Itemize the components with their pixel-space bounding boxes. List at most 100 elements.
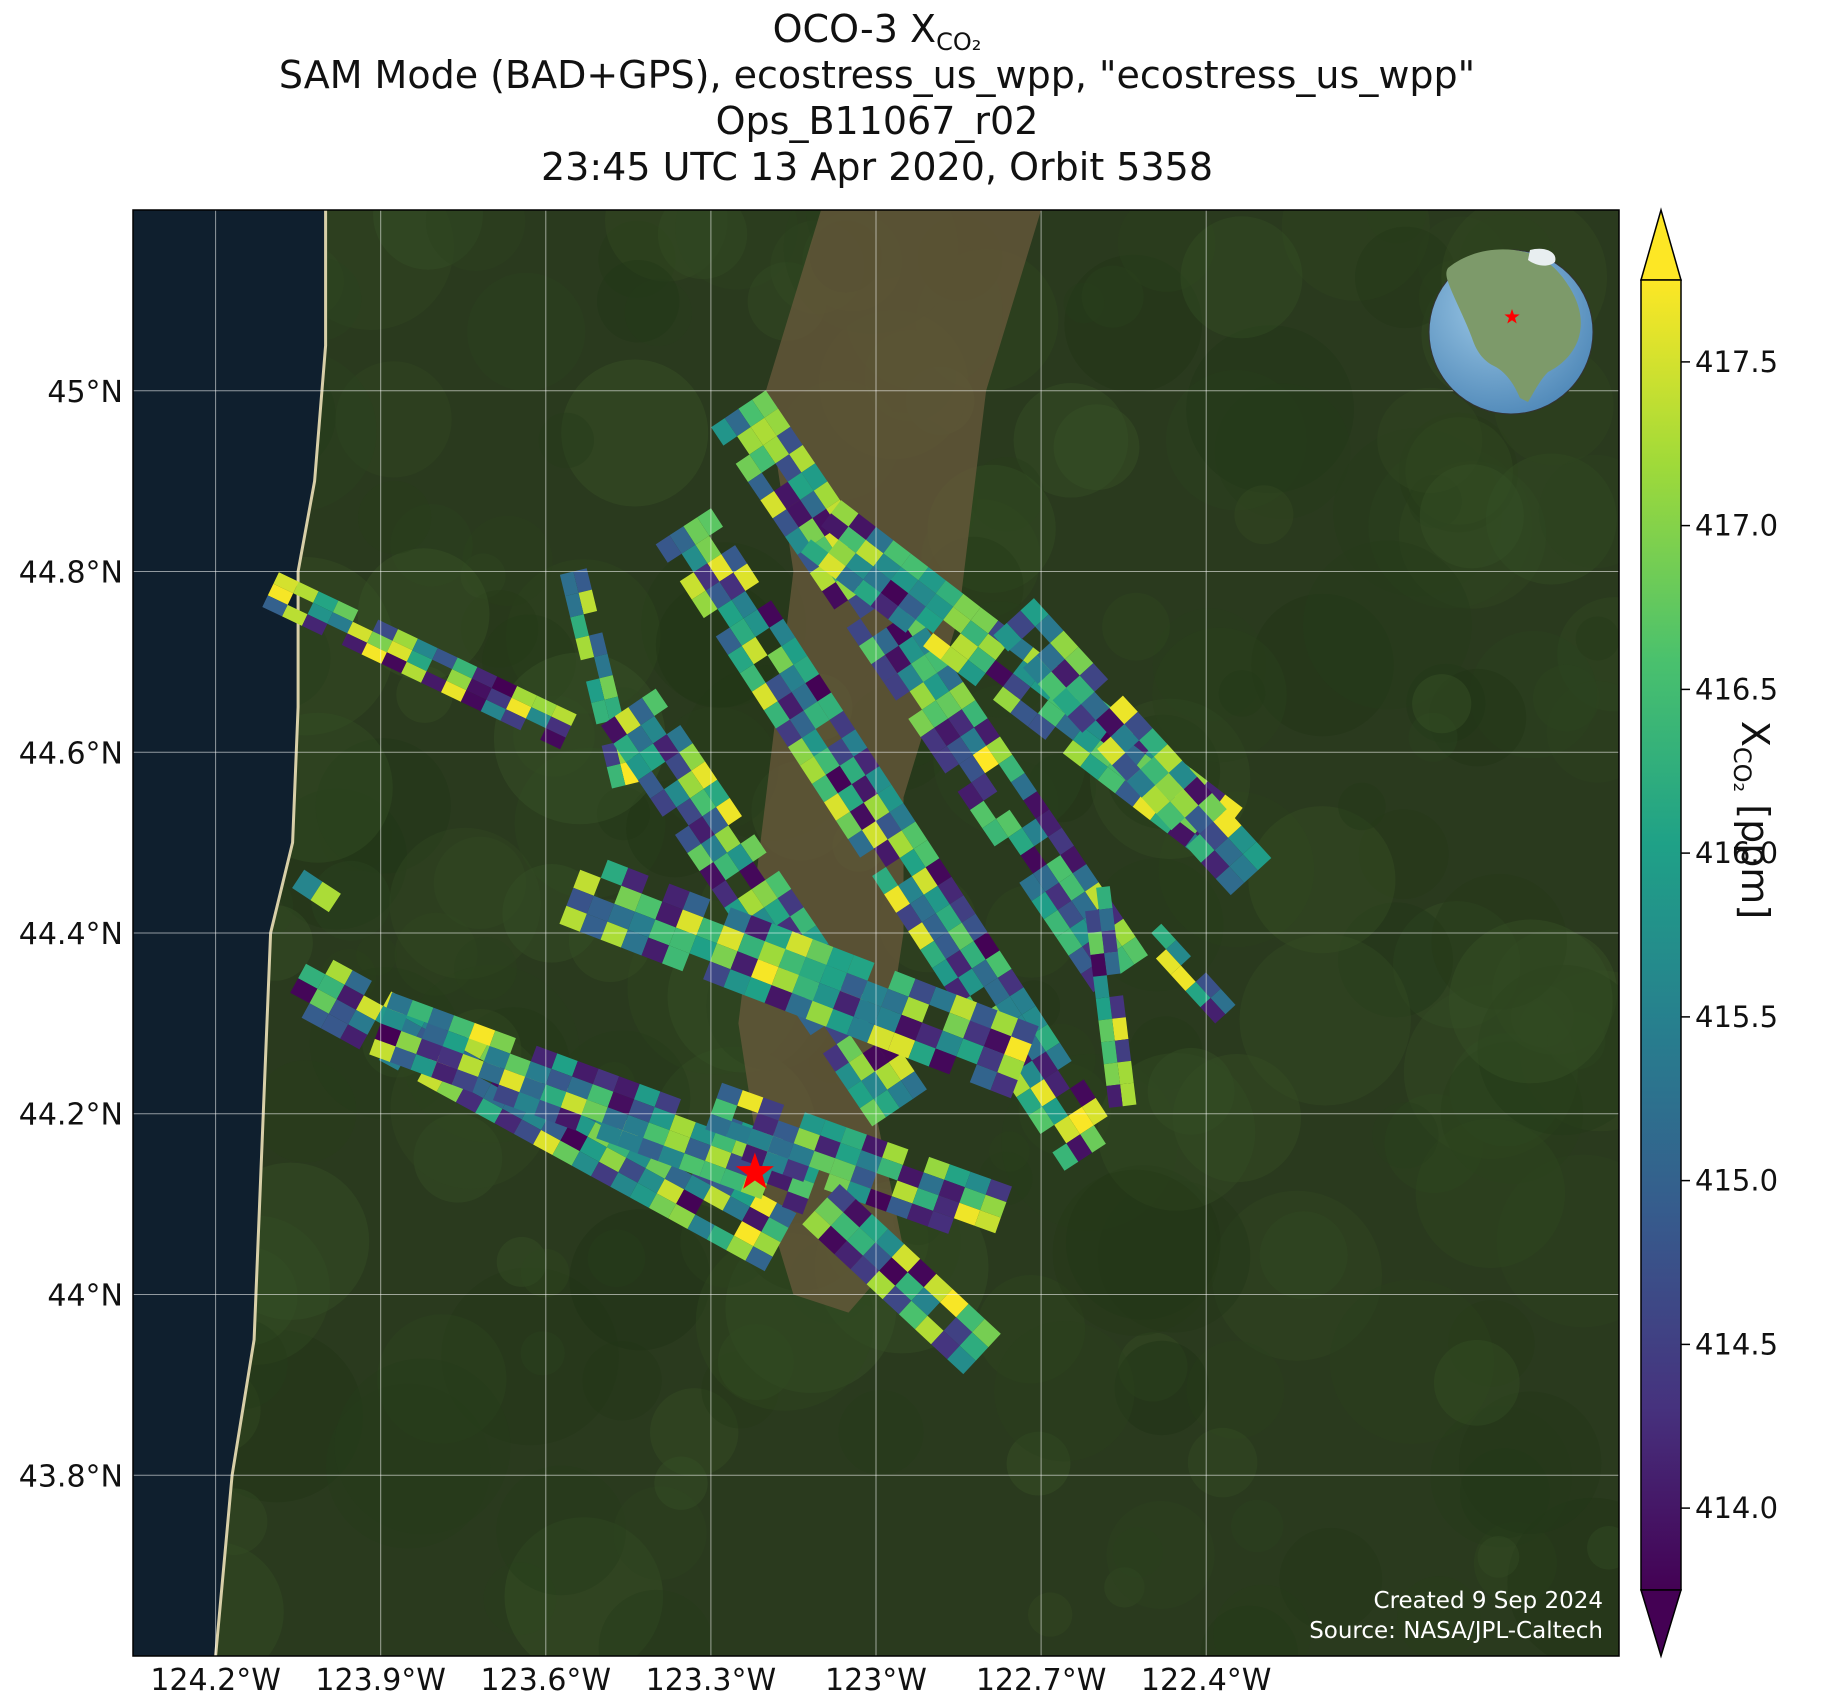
sounding-cell: [407, 1000, 434, 1024]
sounding-cell: [431, 1061, 458, 1085]
sounding-cell: [848, 513, 876, 540]
terrain-patch: [624, 278, 692, 347]
sounding-cell: [824, 793, 850, 821]
sounding-cell: [960, 620, 989, 647]
sounding-cell: [386, 640, 413, 662]
sounding-cell: [581, 1099, 608, 1123]
sounding-cell: [908, 922, 934, 950]
sounding-cell: [908, 1040, 936, 1067]
sounding-cell: [1044, 1070, 1070, 1098]
sounding-cell: [835, 1062, 862, 1090]
sounding-cell: [767, 646, 794, 674]
terrain-patch: [597, 260, 680, 343]
sounding-cell: [648, 1107, 676, 1131]
sounding-cell: [1043, 910, 1070, 938]
sounding-cell: [887, 1080, 914, 1108]
terrain-patch: [1403, 984, 1578, 1159]
sounding-cell: [710, 1098, 738, 1122]
sounding-cell: [847, 955, 875, 981]
sounding-cell: [690, 788, 716, 817]
sounding-cell: [932, 959, 959, 987]
terrain-patch: [538, 412, 594, 469]
sounding-cell: [412, 638, 438, 660]
terrain-patch: [1218, 670, 1266, 717]
sounding-cell: [1081, 691, 1110, 721]
terrain-patch: [1372, 1102, 1439, 1169]
sounding-cell: [813, 747, 840, 775]
sounding-cell: [483, 1046, 511, 1070]
terrain-patch: [1408, 712, 1458, 762]
terrain-patch: [1477, 964, 1619, 1136]
terrain-patch: [1180, 216, 1303, 339]
sounding-cell: [682, 891, 711, 918]
sounding-cell: [746, 1128, 773, 1152]
terrain-patch: [1329, 1279, 1495, 1444]
sounding-cell: [372, 619, 398, 641]
sounding-cell: [566, 887, 594, 914]
sounding-cell: [1112, 1017, 1129, 1041]
terrain-patch: [462, 515, 553, 607]
sounding-cell: [606, 763, 626, 789]
sounding-cell: [307, 602, 333, 624]
sounding-cell: [969, 1064, 998, 1091]
sounding-cell: [607, 903, 635, 930]
sounding-cell: [693, 563, 720, 591]
terrain-patch: [1063, 282, 1105, 324]
terrain-patch: [504, 1517, 664, 1656]
sounding-cell: [1023, 791, 1050, 819]
terrain-patch: [389, 827, 541, 980]
sounding-cell: [1183, 776, 1212, 806]
sounding-cell: [851, 775, 878, 803]
sounding-cell: [737, 1090, 764, 1113]
sounding-cell: [998, 754, 1025, 783]
lat-tick-label: 44.2°N: [19, 1098, 123, 1133]
sounding-cell: [935, 904, 962, 932]
terrain-patch: [675, 210, 798, 290]
sounding-cell: [511, 686, 537, 708]
sounding-cell: [901, 821, 928, 849]
sounding-cell: [751, 682, 778, 711]
sounding-cell: [591, 699, 610, 725]
sounding-cell: [703, 961, 731, 988]
sounding-cell: [381, 652, 407, 674]
sounding-cell: [656, 1178, 685, 1204]
sounding-cell: [908, 709, 935, 738]
terrain-patch: [657, 210, 748, 280]
sounding-cell: [959, 941, 986, 969]
sounding-cell: [705, 581, 732, 609]
sounding-cell: [559, 571, 579, 597]
terrain-patch: [1259, 1211, 1348, 1300]
sounding-cell: [572, 1061, 599, 1085]
sounding-cell: [713, 852, 740, 881]
sounding-cell: [891, 1243, 921, 1273]
sounding-cell: [749, 1192, 778, 1218]
sounding-cell: [774, 481, 801, 510]
sounding-cell: [944, 1164, 971, 1188]
sounding-cell: [927, 1210, 954, 1234]
sounding-cell: [937, 663, 963, 692]
sounding-cell: [764, 898, 790, 926]
colorbar-title-suffix: [ppm]: [1733, 792, 1777, 920]
sounding-cell: [1036, 643, 1065, 672]
sounding-cell: [1018, 1060, 1044, 1089]
sounding-cell: [883, 673, 910, 701]
sounding-cell: [782, 1191, 809, 1215]
terrain-patch: [1152, 608, 1266, 722]
sounding-cell: [645, 1153, 673, 1179]
sounding-cell: [687, 843, 714, 872]
terrain-patch: [1097, 1053, 1256, 1211]
sounding-cell: [1140, 756, 1169, 786]
terrain-patch: [1496, 1154, 1619, 1328]
sounding-cell: [765, 870, 792, 899]
sounding-cell: [775, 454, 802, 482]
sounding-cell: [475, 1098, 503, 1124]
sounding-cell: [827, 1184, 856, 1213]
sounding-cell: [915, 606, 944, 634]
sounding-cell: [689, 935, 717, 962]
colorbar-title-subscript: CO₂: [1728, 746, 1756, 793]
sounding-cell: [874, 1062, 901, 1090]
lon-tick-label: 123.3°W: [646, 1663, 777, 1698]
sounding-cell: [1045, 1042, 1072, 1070]
sounding-cell: [850, 1255, 880, 1285]
sounding-cell: [1027, 713, 1056, 740]
